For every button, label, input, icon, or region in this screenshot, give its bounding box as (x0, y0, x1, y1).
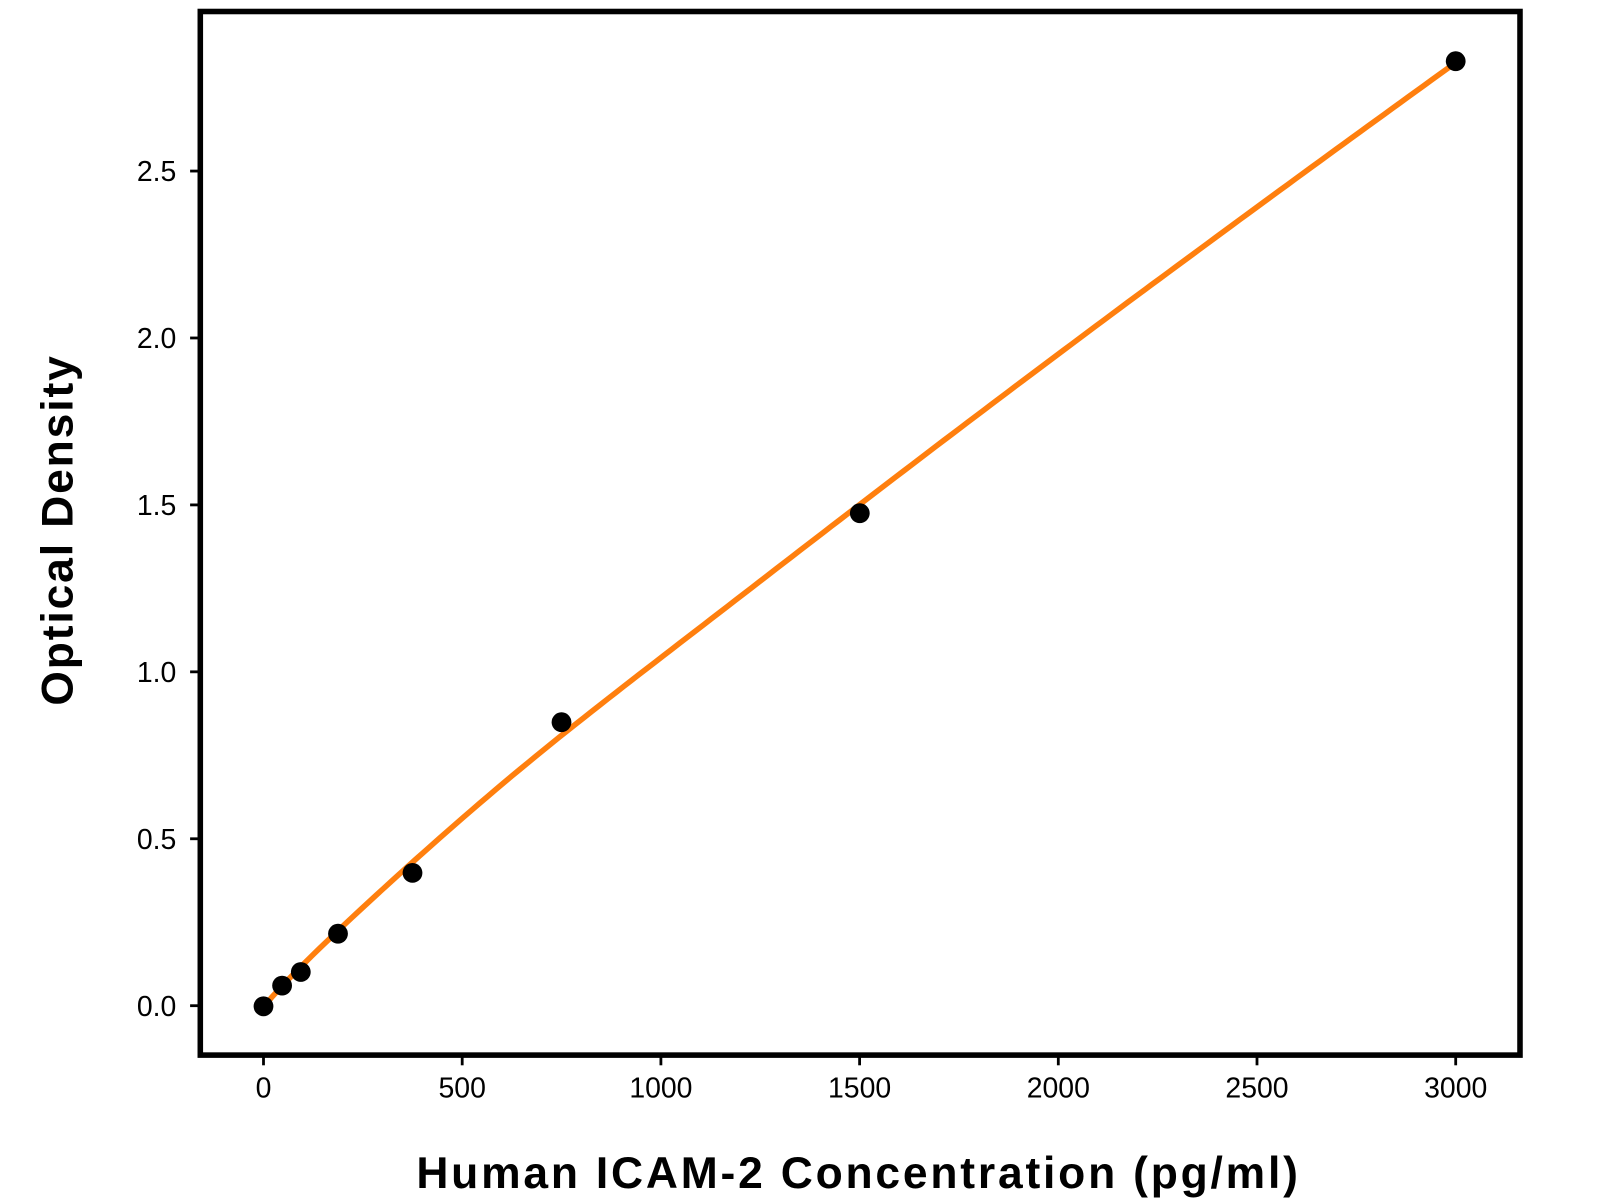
svg-text:1.5: 1.5 (137, 490, 176, 522)
svg-text:1.0: 1.0 (137, 657, 176, 689)
svg-text:0.5: 0.5 (137, 824, 176, 856)
svg-text:0: 0 (256, 1073, 272, 1105)
svg-text:1500: 1500 (828, 1073, 891, 1105)
svg-text:2.0: 2.0 (137, 323, 176, 355)
svg-text:Optical Density: Optical Density (34, 354, 83, 705)
svg-text:2500: 2500 (1225, 1073, 1288, 1105)
svg-text:2000: 2000 (1027, 1073, 1090, 1105)
svg-text:Human ICAM-2 Concentration (pg: Human ICAM-2 Concentration (pg/ml) (416, 1149, 1300, 1198)
svg-text:1000: 1000 (629, 1073, 692, 1105)
svg-text:3000: 3000 (1424, 1073, 1487, 1105)
svg-text:0.0: 0.0 (137, 991, 176, 1023)
svg-text:500: 500 (439, 1073, 486, 1105)
svg-text:2.5: 2.5 (137, 156, 176, 188)
